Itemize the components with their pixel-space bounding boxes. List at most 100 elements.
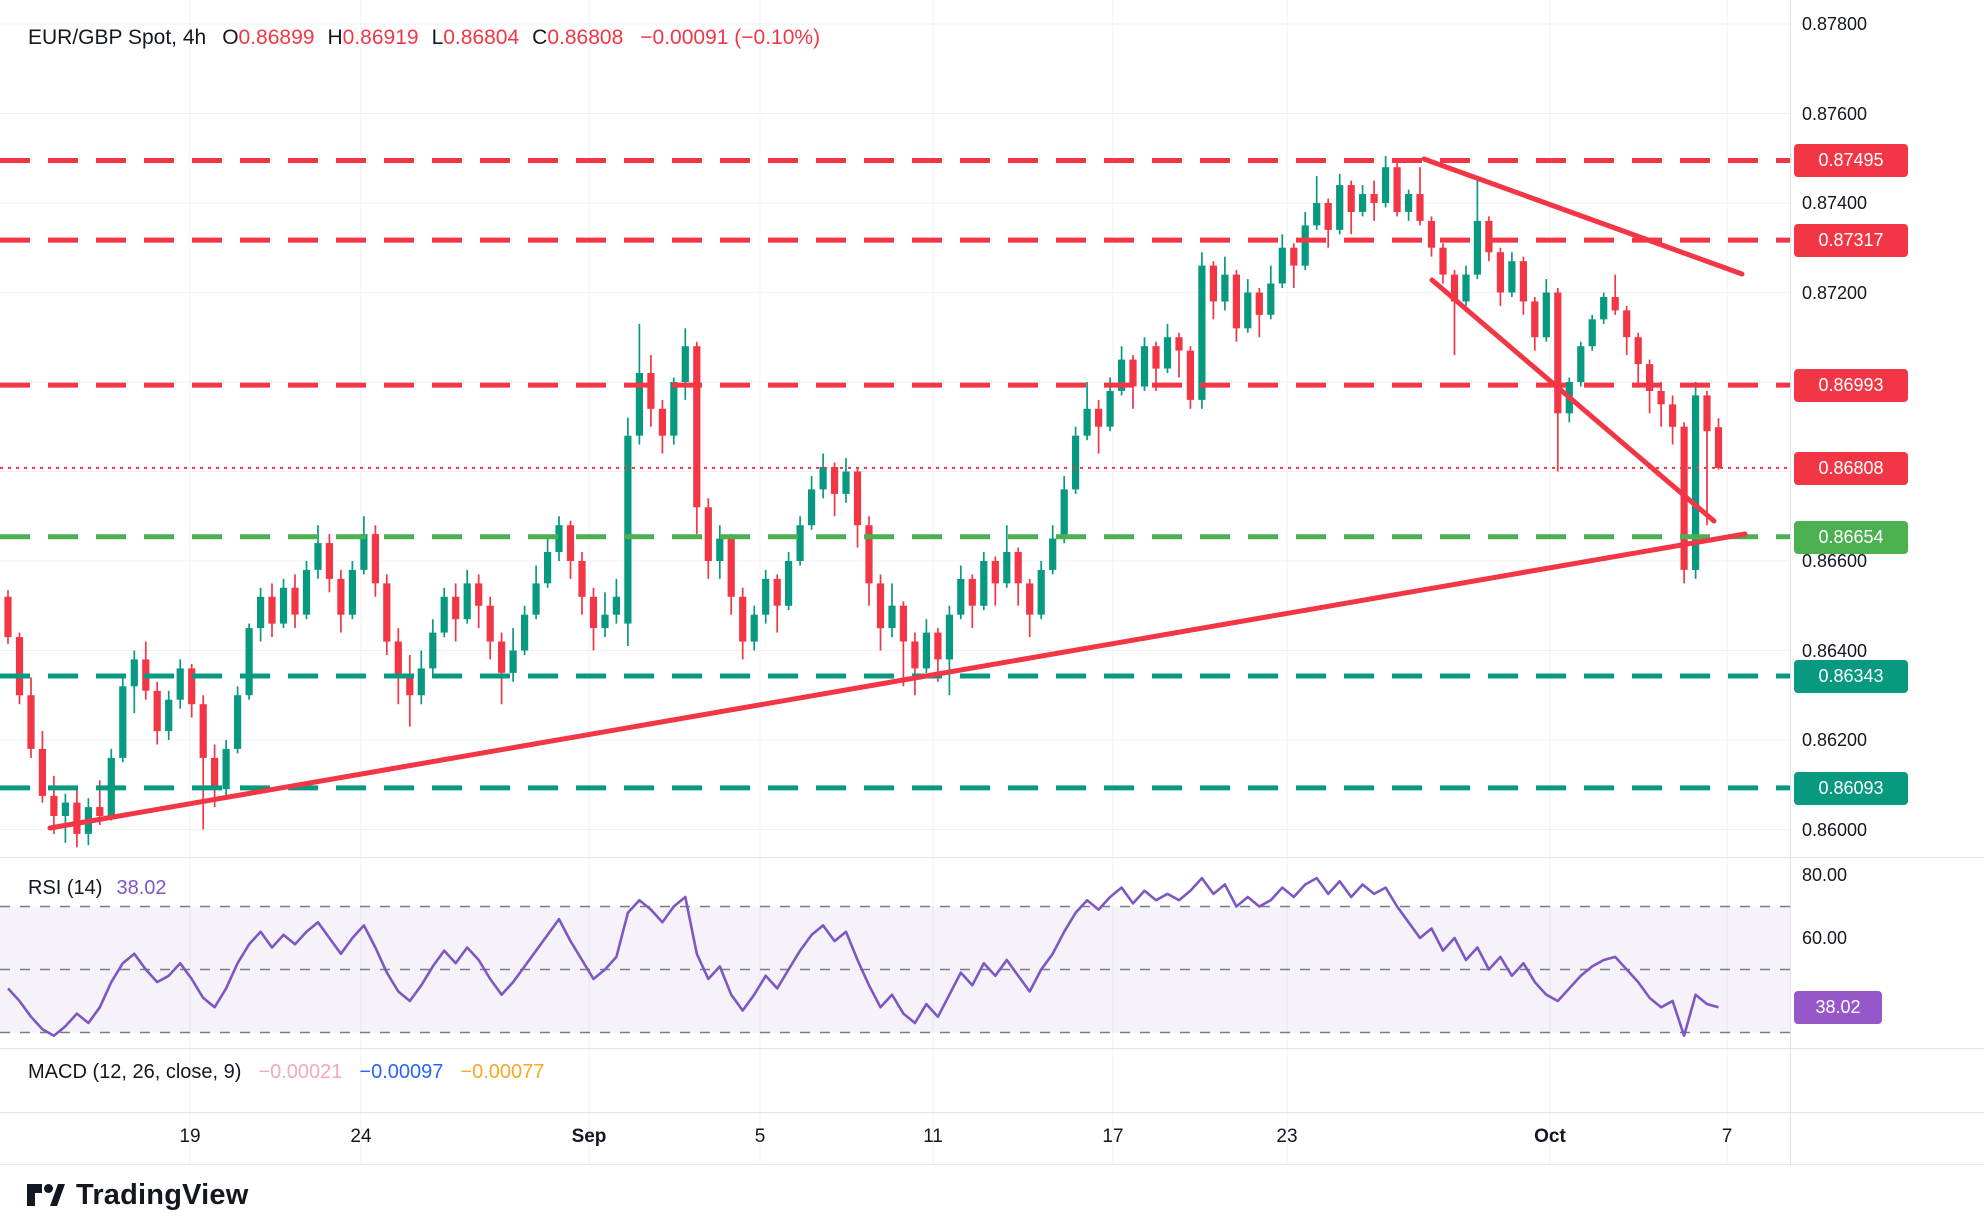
time-axis-label-24: 24 bbox=[350, 1126, 372, 1147]
candle-body bbox=[1163, 337, 1172, 369]
price-axis-label-0.87800: 0.87800 bbox=[1802, 14, 1868, 34]
candle-body bbox=[1634, 337, 1642, 365]
candle-body bbox=[1427, 220, 1436, 248]
candle-body bbox=[934, 632, 942, 660]
candle-body bbox=[980, 561, 988, 606]
price-badge-0.86093: 0.86093 bbox=[1794, 772, 1908, 805]
macd-legend: MACD (12, 26, close, 9) −0.00021 −0.00097−… bbox=[28, 1061, 544, 1084]
candle-body bbox=[945, 614, 953, 660]
price-axis-label-0.86600: 0.86600 bbox=[1802, 551, 1868, 571]
candle-body bbox=[1542, 292, 1550, 338]
candle-body bbox=[1301, 225, 1309, 266]
rsi-axis-label-80.00: 80.00 bbox=[1802, 865, 1848, 885]
candle-body bbox=[314, 543, 322, 570]
candle-body bbox=[589, 596, 598, 629]
time-axis-label-Sep: Sep bbox=[571, 1126, 607, 1147]
candle-body bbox=[566, 525, 575, 561]
candle-body bbox=[773, 578, 781, 606]
candle-body bbox=[716, 538, 724, 561]
candle-body bbox=[1496, 252, 1504, 293]
candle-body bbox=[647, 373, 655, 409]
time-axis-label-Oct: Oct bbox=[1534, 1126, 1566, 1147]
candle-body bbox=[899, 605, 907, 642]
candle-body bbox=[1209, 265, 1217, 302]
trendline-ascending-support bbox=[47, 531, 1748, 831]
candle-body bbox=[1393, 167, 1401, 212]
candle-body bbox=[348, 569, 356, 615]
candle-body bbox=[291, 587, 299, 615]
close-label: C bbox=[532, 26, 548, 49]
candle-body bbox=[727, 538, 735, 597]
price-axis-label-0.86400: 0.86400 bbox=[1802, 641, 1868, 661]
candle-body bbox=[1106, 390, 1114, 427]
candle-body bbox=[1600, 297, 1608, 320]
candle-body bbox=[704, 507, 712, 561]
symbol-title[interactable]: EUR/GBP Spot, 4h bbox=[28, 26, 207, 49]
candle-body bbox=[188, 668, 196, 705]
candle-body bbox=[624, 435, 632, 624]
candle-body bbox=[991, 561, 999, 584]
candle-body bbox=[1611, 297, 1619, 311]
candle-body bbox=[612, 596, 620, 615]
candle-body bbox=[96, 807, 104, 816]
candle-body bbox=[429, 632, 437, 669]
candle-body bbox=[61, 802, 69, 816]
candle-body bbox=[383, 583, 391, 642]
candle-body bbox=[819, 467, 827, 490]
candle-body bbox=[1049, 538, 1057, 570]
tradingview-attribution[interactable]: TradingView bbox=[26, 1178, 249, 1212]
candle-body bbox=[750, 614, 758, 642]
candle-body bbox=[532, 583, 540, 615]
candle-body bbox=[1623, 310, 1631, 338]
candle-body bbox=[475, 583, 483, 606]
candle-body bbox=[486, 605, 494, 642]
time-axis-label-23: 23 bbox=[1276, 1126, 1298, 1147]
candle-body bbox=[1370, 194, 1378, 203]
candle-body bbox=[1554, 292, 1562, 414]
macd-title[interactable]: MACD (12, 26, close, 9) bbox=[28, 1061, 242, 1083]
candle-body bbox=[165, 699, 173, 731]
candle-body bbox=[555, 525, 563, 553]
candle-body bbox=[1405, 194, 1413, 212]
candle-body bbox=[38, 748, 46, 796]
candle-body bbox=[922, 632, 930, 669]
candle-body bbox=[1669, 404, 1677, 427]
candle-body bbox=[1221, 274, 1229, 302]
candle-body bbox=[1324, 203, 1332, 230]
candle-body bbox=[1140, 346, 1149, 387]
open-label: O bbox=[222, 26, 239, 49]
low-label: L bbox=[431, 26, 444, 49]
candle-body bbox=[211, 757, 219, 790]
candle-body bbox=[544, 552, 552, 584]
candle-body bbox=[808, 489, 816, 526]
low-value: 0.86804 bbox=[443, 26, 520, 49]
rsi-legend: RSI (14) 38.02 bbox=[28, 877, 167, 900]
candle-body bbox=[302, 569, 311, 615]
rsi-line bbox=[7, 876, 1719, 1037]
candle-body bbox=[1290, 247, 1298, 266]
candle-body bbox=[578, 561, 586, 597]
candle-body bbox=[199, 704, 207, 758]
rsi-band bbox=[0, 906, 1790, 1033]
candle-body bbox=[1473, 220, 1481, 275]
symbol-legend: EUR/GBP Spot, 4h O0.86899 H0.86919 L0.86804… bbox=[28, 26, 820, 50]
tradingview-brand-text: TradingView bbox=[76, 1178, 249, 1211]
price-badge-0.86808: 0.86808 bbox=[1794, 452, 1908, 485]
price-badge-0.86993: 0.86993 bbox=[1794, 369, 1908, 402]
candle-body bbox=[268, 596, 276, 624]
candle-body bbox=[498, 641, 506, 673]
candle-body bbox=[360, 534, 368, 570]
candle-body bbox=[1267, 283, 1275, 315]
close-value: 0.86808 bbox=[547, 26, 624, 49]
candle-body bbox=[1519, 261, 1527, 302]
candle-body bbox=[1416, 194, 1424, 221]
candle-body bbox=[1255, 292, 1263, 315]
time-axis-label-17: 17 bbox=[1102, 1126, 1124, 1147]
candle-body bbox=[876, 583, 885, 629]
candle-body bbox=[831, 467, 839, 494]
rsi-title[interactable]: RSI (14) bbox=[28, 877, 103, 899]
candle-body bbox=[440, 596, 448, 633]
candle-body bbox=[693, 346, 701, 508]
